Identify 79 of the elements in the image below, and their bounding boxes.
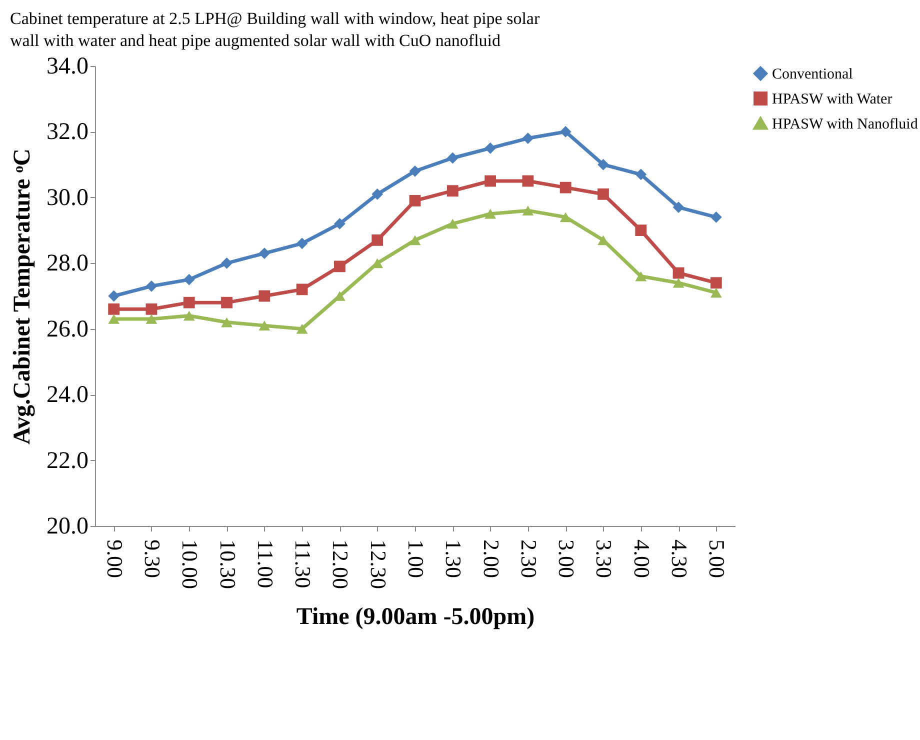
chart-title: Cabinet temperature at 2.5 LPH@ Building wall with window, heat pipe solar wall with water and heat pipe augmented solar wall with CuO nanofluid — [10, 9, 540, 50]
x-tick-label: 3.00 — [554, 540, 580, 578]
point — [560, 182, 572, 194]
point — [635, 271, 647, 282]
point — [296, 238, 308, 250]
x-tick-label: 11.00 — [252, 540, 278, 588]
y-tick-label: 20.0 — [46, 514, 88, 540]
point — [372, 188, 384, 200]
x-tick-label: 4.30 — [667, 540, 692, 578]
point — [183, 296, 195, 308]
x-tick-label: 10.30 — [215, 540, 240, 589]
x-tick-label: 5.00 — [704, 540, 730, 578]
point — [560, 212, 572, 222]
x-tick-label: 1.30 — [441, 540, 466, 578]
point — [672, 267, 684, 279]
y-tick-label: 32.0 — [46, 119, 88, 146]
point — [560, 126, 572, 138]
point — [446, 185, 458, 197]
point — [522, 175, 534, 187]
x-tick-label: 1.00 — [404, 540, 428, 578]
x-tick-label: 9.00 — [102, 540, 128, 578]
point — [635, 224, 647, 236]
legend-label: HPASW with Nanofluid — [772, 116, 918, 132]
point — [635, 168, 647, 180]
point — [484, 208, 496, 219]
point — [221, 317, 232, 328]
point — [446, 218, 458, 229]
point — [710, 288, 722, 298]
point — [296, 284, 308, 296]
point — [334, 260, 346, 272]
point — [484, 175, 496, 187]
x-tick-label: 2.00 — [478, 540, 504, 578]
point — [484, 142, 496, 154]
legend-label: HPASW with Water — [772, 92, 892, 108]
y-tick-label: 30.0 — [46, 184, 88, 211]
y-tick-label: 34.0 — [46, 54, 88, 80]
point — [522, 132, 534, 144]
point — [183, 274, 195, 286]
y-tick-label: 22.0 — [46, 448, 88, 474]
point — [108, 303, 120, 315]
point — [409, 235, 421, 246]
point — [258, 320, 270, 331]
point — [409, 165, 421, 177]
point — [522, 206, 534, 216]
point — [672, 202, 684, 213]
x-tick-label: 4.00 — [629, 540, 654, 578]
y-axis-title: Avg.Cabinet Temperature ᵒC — [10, 148, 36, 444]
point — [108, 290, 120, 302]
point — [258, 290, 270, 302]
point — [598, 158, 609, 170]
x-tick-label: 12.30 — [366, 540, 391, 589]
point — [108, 314, 120, 324]
x-tick-label: 3.30 — [592, 540, 617, 578]
y-tick-label: 28.0 — [46, 250, 88, 277]
x-tick-label: 12.00 — [328, 540, 354, 589]
x-axis-title: Time (9.00am -5.00pm) — [296, 604, 535, 630]
x-tick-label: 11.30 — [290, 540, 316, 588]
point — [672, 278, 684, 288]
legend-label: Conventional — [772, 66, 853, 82]
point — [146, 314, 158, 324]
point — [258, 248, 270, 259]
point — [409, 195, 421, 206]
point — [446, 152, 458, 164]
y-tick-label: 26.0 — [46, 316, 88, 342]
point — [146, 303, 158, 315]
point — [296, 324, 308, 334]
point — [221, 257, 232, 269]
x-tick-label: 2.30 — [516, 540, 542, 578]
point — [710, 211, 722, 223]
point — [710, 277, 722, 289]
point — [598, 188, 609, 200]
point — [372, 234, 384, 246]
point — [183, 310, 195, 321]
point — [221, 296, 232, 308]
x-tick-label: 10.00 — [178, 540, 203, 589]
point — [334, 218, 346, 230]
point — [146, 280, 158, 292]
y-tick-label: 24.0 — [46, 382, 88, 408]
x-tick-label: 9.30 — [140, 540, 165, 578]
